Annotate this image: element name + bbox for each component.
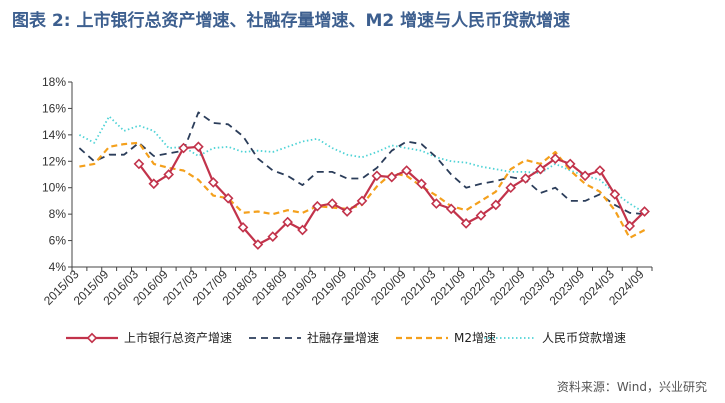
data-point <box>535 163 546 175</box>
data-point <box>475 210 487 221</box>
y-tick-label: 8% <box>49 207 67 221</box>
data-point <box>594 165 606 176</box>
legend-label: 上市银行总资产增速 <box>124 330 232 345</box>
data-point <box>312 200 323 212</box>
y-tick-label: 14% <box>42 128 66 142</box>
data-point <box>207 177 219 188</box>
data-point <box>371 170 383 182</box>
legend-item: M2增速 <box>396 331 496 345</box>
data-point <box>222 192 234 204</box>
data-point <box>341 206 353 217</box>
data-point <box>401 165 412 176</box>
data-point <box>609 188 621 200</box>
legend-label: 人民币贷款增速 <box>542 331 626 345</box>
data-point <box>237 222 249 233</box>
data-point <box>133 158 145 170</box>
data-point <box>282 216 293 228</box>
legend-label: M2增速 <box>454 331 496 345</box>
data-point <box>386 171 398 183</box>
data-point <box>460 218 472 229</box>
data-point <box>445 203 457 215</box>
series-line <box>78 111 645 215</box>
data-point <box>297 224 308 236</box>
series-2 <box>79 141 646 239</box>
source-note: 资料来源：Wind，兴业研究 <box>556 380 707 394</box>
data-point <box>267 231 279 242</box>
data-point <box>356 195 368 207</box>
y-tick-label: 10% <box>42 181 66 195</box>
data-point <box>639 206 650 217</box>
data-point <box>252 239 264 250</box>
legend-item: 社融存量增速 <box>249 330 379 345</box>
y-tick-label: 12% <box>42 154 66 168</box>
series-1 <box>78 111 645 215</box>
data-point <box>178 142 189 154</box>
data-point <box>416 178 427 190</box>
data-point <box>431 198 442 209</box>
data-point <box>520 173 531 184</box>
y-tick-label: 18% <box>42 75 66 89</box>
series-0 <box>133 141 650 250</box>
data-point <box>163 169 174 180</box>
data-point <box>193 141 204 153</box>
data-point <box>564 158 576 170</box>
legend-item: 上市银行总资产增速 <box>66 330 232 345</box>
data-point <box>505 182 517 194</box>
data-point <box>148 178 160 190</box>
data-point <box>550 153 561 164</box>
y-tick-label: 16% <box>42 101 66 115</box>
chart-title: 图表 2: 上市银行总资产增速、社融存量增速、M2 增速与人民币贷款增速 <box>12 11 571 31</box>
data-point <box>490 199 502 211</box>
data-point <box>326 198 338 209</box>
series-line <box>79 141 646 239</box>
y-tick-label: 4% <box>49 260 67 274</box>
legend-marker <box>86 332 98 344</box>
y-tick-label: 6% <box>49 234 67 248</box>
legend-label: 社融存量增速 <box>307 330 379 345</box>
data-point <box>579 170 591 182</box>
data-point <box>624 220 636 232</box>
legend-item: 人民币贷款增速 <box>484 331 626 345</box>
